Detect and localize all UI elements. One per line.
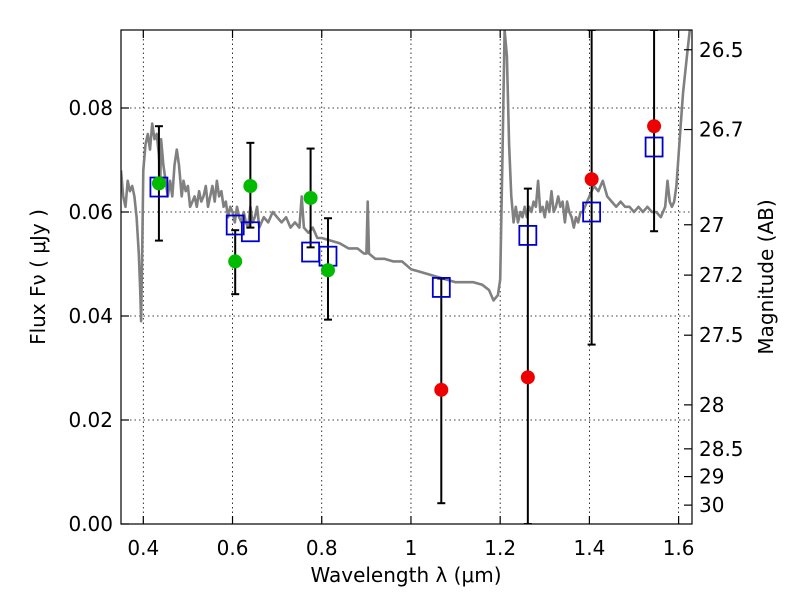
non-detection-point <box>647 119 662 134</box>
magnitude-tick-label: 29 <box>699 465 724 489</box>
x-tick-label: 1 <box>405 536 418 560</box>
x-tick-label: 1.6 <box>663 536 695 560</box>
model-spectrum-line <box>121 30 692 323</box>
y-axis-label: Flux Fν ( μJy ) <box>26 209 50 345</box>
magnitude-tick-label: 27.5 <box>699 323 744 347</box>
axis-ticks <box>121 30 692 525</box>
y-tick-label: 0.04 <box>68 304 113 328</box>
non-detection-point <box>584 172 599 187</box>
magnitude-tick-label: 28 <box>699 393 724 417</box>
magnitude-tick-label: 27 <box>699 213 724 237</box>
y-tick-label: 0.08 <box>68 96 113 120</box>
model-photometry-square <box>644 136 664 158</box>
plot-frame <box>120 29 693 525</box>
x-tick-label: 1.4 <box>573 536 605 560</box>
magnitude-tick-labels: 26.5 26.7 27 27.2 27.5 28 28.5 29 30 <box>699 38 744 517</box>
magnitude-tick-label: 26.5 <box>699 38 744 62</box>
right-axis-label: Magnitude (AB) <box>754 199 778 354</box>
y-tick-label: 0.06 <box>68 200 113 224</box>
detection-point <box>243 179 258 193</box>
x-tick-label: 0.4 <box>127 536 159 560</box>
magnitude-tick-label: 30 <box>699 493 724 517</box>
y-tick-label: 0.00 <box>68 512 113 536</box>
model-photometry-square <box>582 201 602 223</box>
y-tick-labels: 0.00 0.02 0.04 0.06 0.08 <box>68 96 113 536</box>
y-tick-label: 0.02 <box>68 408 113 432</box>
detection-point <box>151 176 166 191</box>
model-photometry-square <box>240 221 260 243</box>
model-photometry-square <box>225 214 245 236</box>
model-photometry-square <box>518 224 538 246</box>
non-detection-point <box>434 382 449 397</box>
magnitude-tick-label: 28.5 <box>699 437 744 461</box>
magnitude-tick-label: 27.2 <box>699 263 744 287</box>
model-photometry-square <box>431 276 451 298</box>
non-detection-point <box>520 370 535 385</box>
x-tick-label: 0.6 <box>217 536 249 560</box>
x-tick-label: 1.2 <box>484 536 516 560</box>
detection-point <box>228 254 243 269</box>
detection-point <box>303 190 318 205</box>
observed-photometry-points <box>151 119 662 397</box>
x-tick-label: 0.8 <box>306 536 338 560</box>
detection-point <box>320 263 335 278</box>
x-axis-label: Wavelength λ (μm) <box>310 563 501 587</box>
model-photometry-squares <box>149 136 664 298</box>
x-tick-labels: 0.4 0.6 0.8 1 1.2 1.4 1.6 <box>127 536 694 560</box>
plot-background <box>121 30 692 524</box>
magnitude-tick-label: 26.7 <box>699 118 744 142</box>
